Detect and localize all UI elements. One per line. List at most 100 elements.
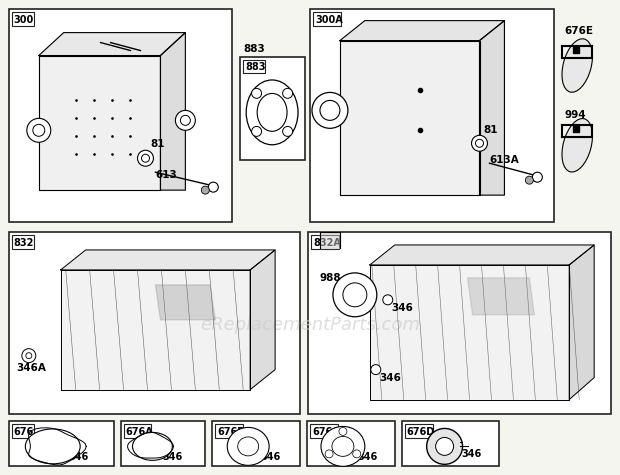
Ellipse shape	[562, 119, 593, 172]
Circle shape	[312, 93, 348, 128]
Bar	[308, 232, 611, 415]
Text: eReplacementParts.com: eReplacementParts.com	[200, 316, 420, 334]
Text: 346: 346	[380, 372, 402, 382]
Ellipse shape	[562, 39, 593, 92]
Polygon shape	[479, 20, 505, 195]
Text: 346: 346	[260, 452, 280, 462]
Text: 81: 81	[484, 125, 498, 135]
Bar	[123, 425, 151, 438]
Circle shape	[283, 126, 293, 136]
Polygon shape	[340, 40, 479, 195]
Bar	[405, 425, 433, 438]
Circle shape	[343, 283, 367, 307]
Text: 676D: 676D	[407, 428, 435, 437]
Text: 676: 676	[14, 428, 34, 437]
Circle shape	[252, 88, 262, 98]
Polygon shape	[39, 56, 161, 190]
Circle shape	[175, 110, 195, 130]
Bar	[12, 235, 34, 249]
Bar	[9, 232, 300, 415]
Ellipse shape	[133, 432, 172, 460]
Circle shape	[476, 139, 484, 147]
Polygon shape	[61, 270, 250, 389]
Ellipse shape	[25, 429, 80, 464]
Polygon shape	[569, 245, 594, 399]
Bar	[240, 57, 305, 160]
Bar	[311, 235, 339, 249]
Polygon shape	[156, 285, 215, 320]
Circle shape	[427, 428, 463, 465]
Text: 832: 832	[14, 238, 34, 248]
Bar	[313, 12, 341, 26]
Text: 346: 346	[69, 452, 89, 462]
Circle shape	[472, 135, 487, 151]
Text: 81: 81	[151, 139, 165, 149]
Text: 676B: 676B	[217, 428, 245, 437]
Circle shape	[371, 365, 381, 375]
Text: 676A: 676A	[125, 428, 153, 437]
Text: 346: 346	[358, 452, 378, 462]
Ellipse shape	[237, 437, 259, 456]
Circle shape	[27, 118, 51, 142]
Circle shape	[353, 450, 361, 458]
Bar	[215, 425, 243, 438]
Bar	[243, 59, 265, 74]
Circle shape	[138, 150, 154, 166]
Circle shape	[325, 450, 333, 458]
Text: 346: 346	[461, 449, 482, 459]
Circle shape	[283, 88, 293, 98]
Ellipse shape	[257, 94, 287, 131]
Polygon shape	[320, 232, 340, 248]
Text: 676E: 676E	[564, 26, 593, 36]
Bar	[310, 425, 338, 438]
Circle shape	[180, 115, 190, 125]
Bar	[402, 421, 500, 466]
Polygon shape	[161, 33, 185, 190]
Circle shape	[202, 186, 210, 194]
Text: 346: 346	[162, 452, 183, 462]
Bar	[212, 421, 300, 466]
Polygon shape	[467, 278, 534, 315]
Bar	[9, 421, 113, 466]
Text: 613: 613	[156, 170, 177, 180]
Circle shape	[436, 437, 454, 456]
Text: 883: 883	[245, 63, 266, 73]
Bar	[310, 9, 554, 222]
Text: 300A: 300A	[315, 15, 343, 25]
Polygon shape	[370, 265, 569, 399]
Bar	[120, 421, 205, 466]
Ellipse shape	[228, 428, 269, 466]
Circle shape	[383, 295, 392, 305]
Circle shape	[252, 126, 262, 136]
Bar	[12, 12, 34, 26]
Text: 883: 883	[243, 44, 265, 54]
Polygon shape	[340, 20, 505, 40]
Polygon shape	[61, 250, 275, 270]
Circle shape	[208, 182, 218, 192]
Ellipse shape	[246, 80, 298, 145]
Text: 300: 300	[14, 15, 34, 25]
Polygon shape	[39, 33, 185, 56]
Polygon shape	[250, 250, 275, 390]
Bar	[307, 421, 395, 466]
Text: 994: 994	[564, 110, 586, 120]
Bar	[9, 9, 232, 222]
Text: 346A: 346A	[16, 362, 46, 372]
Circle shape	[525, 176, 533, 184]
Text: 988: 988	[320, 273, 342, 283]
Bar	[12, 425, 34, 438]
Ellipse shape	[332, 437, 354, 456]
Circle shape	[320, 100, 340, 120]
Text: 676C: 676C	[312, 428, 340, 437]
Text: 613A: 613A	[489, 155, 519, 165]
Polygon shape	[370, 245, 594, 265]
Circle shape	[339, 428, 347, 436]
Text: 346: 346	[392, 303, 414, 313]
Circle shape	[333, 273, 377, 317]
Circle shape	[26, 352, 32, 359]
Text: 832A: 832A	[313, 238, 341, 248]
Circle shape	[533, 172, 542, 182]
Ellipse shape	[321, 427, 365, 466]
Circle shape	[33, 124, 45, 136]
Circle shape	[141, 154, 149, 162]
